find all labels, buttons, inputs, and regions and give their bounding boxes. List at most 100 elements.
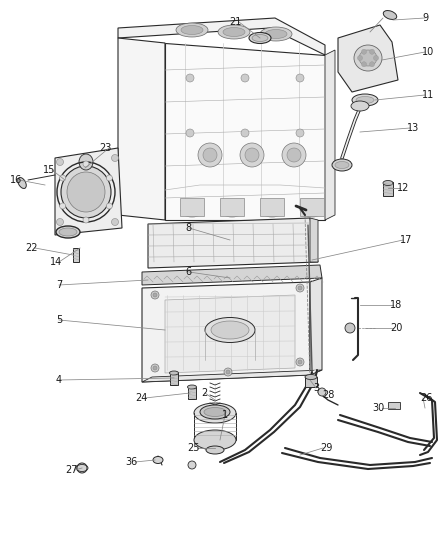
Polygon shape (165, 43, 324, 220)
Circle shape (77, 463, 87, 473)
Text: 1: 1 (221, 410, 227, 420)
Circle shape (240, 143, 263, 167)
Ellipse shape (248, 33, 270, 44)
Ellipse shape (194, 430, 236, 450)
Ellipse shape (204, 408, 226, 416)
Text: 23: 23 (99, 143, 112, 153)
Bar (382, 182, 392, 196)
Circle shape (295, 358, 303, 366)
Circle shape (373, 55, 378, 61)
Circle shape (344, 323, 354, 333)
Text: 24: 24 (135, 393, 148, 403)
Circle shape (202, 148, 216, 162)
Polygon shape (141, 370, 321, 382)
Circle shape (60, 203, 65, 209)
Text: 18: 18 (389, 300, 401, 310)
Ellipse shape (355, 96, 373, 103)
Bar (259, 198, 283, 216)
Bar (387, 402, 399, 409)
Circle shape (226, 370, 230, 374)
Text: 2: 2 (201, 388, 208, 398)
Circle shape (357, 55, 362, 61)
Text: 11: 11 (421, 90, 433, 100)
Ellipse shape (304, 375, 316, 379)
Polygon shape (309, 278, 321, 375)
Polygon shape (324, 50, 334, 220)
Ellipse shape (176, 23, 208, 37)
Circle shape (106, 203, 112, 209)
Ellipse shape (251, 35, 267, 42)
Ellipse shape (169, 371, 178, 375)
Circle shape (295, 284, 303, 292)
Circle shape (111, 155, 118, 161)
Text: 3: 3 (312, 383, 318, 393)
Circle shape (244, 148, 258, 162)
Text: 9: 9 (421, 13, 427, 23)
Text: 27: 27 (65, 465, 78, 475)
Ellipse shape (358, 50, 376, 66)
Polygon shape (141, 265, 321, 285)
Circle shape (297, 360, 301, 364)
Circle shape (60, 175, 65, 181)
Bar (304, 377, 316, 387)
Circle shape (57, 219, 64, 225)
Circle shape (198, 143, 222, 167)
Text: 10: 10 (421, 47, 433, 57)
Bar (187, 387, 195, 399)
Ellipse shape (79, 154, 93, 170)
Circle shape (186, 129, 194, 137)
Circle shape (369, 62, 374, 67)
Circle shape (297, 286, 301, 290)
Text: 20: 20 (389, 323, 402, 333)
Polygon shape (141, 282, 309, 382)
Ellipse shape (331, 159, 351, 171)
Ellipse shape (61, 166, 111, 218)
Text: 17: 17 (399, 235, 411, 245)
Text: 21: 21 (229, 17, 241, 27)
Text: 15: 15 (42, 165, 55, 175)
Ellipse shape (205, 318, 254, 343)
Ellipse shape (223, 28, 244, 36)
Polygon shape (118, 38, 165, 220)
Circle shape (151, 291, 159, 299)
Ellipse shape (382, 181, 392, 185)
Circle shape (151, 364, 159, 372)
Ellipse shape (194, 403, 236, 423)
Ellipse shape (265, 29, 286, 38)
Polygon shape (148, 218, 317, 268)
Ellipse shape (59, 228, 77, 236)
Ellipse shape (205, 446, 223, 454)
Bar (170, 373, 177, 385)
Text: 30: 30 (372, 403, 384, 413)
Circle shape (240, 74, 248, 82)
Ellipse shape (153, 456, 162, 464)
Text: 22: 22 (25, 243, 38, 253)
Ellipse shape (180, 26, 202, 35)
Polygon shape (337, 25, 397, 92)
Ellipse shape (200, 405, 230, 419)
Text: 12: 12 (396, 183, 409, 193)
Text: 6: 6 (185, 267, 191, 277)
Circle shape (153, 293, 157, 297)
Circle shape (360, 49, 366, 54)
Circle shape (286, 148, 300, 162)
Circle shape (223, 368, 231, 376)
Circle shape (106, 175, 112, 181)
Ellipse shape (18, 177, 26, 189)
Circle shape (317, 388, 325, 396)
Polygon shape (118, 18, 324, 55)
Circle shape (295, 129, 303, 137)
Ellipse shape (351, 94, 377, 106)
Bar (73, 248, 79, 262)
Circle shape (281, 143, 305, 167)
Bar (219, 198, 244, 216)
Circle shape (187, 461, 195, 469)
Text: 5: 5 (56, 315, 62, 325)
Circle shape (83, 161, 89, 167)
Polygon shape (55, 148, 122, 235)
Text: 29: 29 (319, 443, 332, 453)
Circle shape (360, 62, 366, 67)
Ellipse shape (211, 321, 248, 339)
Circle shape (295, 74, 303, 82)
Text: 28: 28 (321, 390, 334, 400)
